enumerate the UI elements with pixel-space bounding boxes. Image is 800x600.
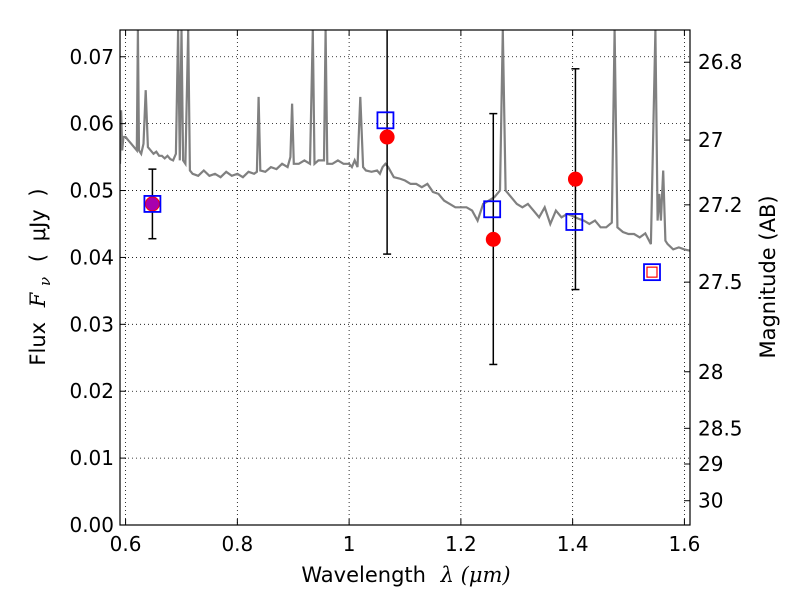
- model-point: [376, 111, 395, 130]
- observed-point: [379, 129, 395, 145]
- error-bars: [148, 30, 580, 366]
- y-tick-label: 0.01: [69, 446, 114, 470]
- y-axis-title: Flux F ν ( μJy ): [26, 188, 55, 365]
- observed-point: [567, 171, 583, 187]
- model-point: [643, 263, 661, 282]
- magnitude-tick-label: 28.5: [698, 416, 743, 440]
- magnitude-tick-label: 28: [698, 360, 723, 384]
- model-points: [143, 111, 661, 282]
- magnitude-tick-label: 29: [698, 452, 723, 476]
- y-tick-label: 0.07: [69, 45, 114, 69]
- x-axis-ticks: 0.6 0.8 1 1.2 1.4 1.6: [110, 30, 701, 556]
- magnitude-axis-title: Magnitude (AB): [756, 195, 780, 358]
- x-axis-title: Wavelength λ (μm): [301, 563, 510, 587]
- x-tick-label: 1.6: [669, 532, 701, 556]
- magnitude-tick-label: 26.8: [698, 50, 743, 74]
- model-point: [483, 200, 502, 219]
- magnitude-tick-label: 27: [698, 128, 723, 152]
- model-point: [143, 195, 162, 213]
- x-tick-label: 0.6: [110, 532, 142, 556]
- observed-point-overlap: [145, 197, 159, 211]
- magnitude-axis-ticks: 26.8 27 27.2 27.5 28 28.5 29 30: [684, 50, 743, 513]
- observed-point: [485, 231, 501, 247]
- magnitude-tick-label: 30: [698, 489, 723, 513]
- y-tick-label: 0.00: [69, 513, 114, 537]
- y-tick-label: 0.06: [69, 112, 114, 136]
- plot-frame: [119, 29, 691, 526]
- y-tick-label: 0.03: [69, 312, 114, 336]
- x-tick-label: 1.2: [445, 532, 477, 556]
- spectrum-series: [120, 30, 690, 252]
- x-tick-label: 1: [343, 532, 356, 556]
- model-point: [565, 213, 584, 231]
- y-tick-label: 0.02: [69, 379, 114, 403]
- y-axis-ticks: 0.00 0.01 0.02 0.03 0.04 0.05 0.06 0.07: [69, 45, 126, 537]
- spectrum-line: [120, 30, 690, 252]
- x-tick-label: 0.8: [221, 532, 253, 556]
- magnitude-tick-label: 27.2: [698, 193, 743, 217]
- grid: [120, 30, 690, 526]
- y-tick-label: 0.04: [69, 245, 114, 269]
- magnitude-tick-label: 27.5: [698, 270, 743, 294]
- x-tick-label: 1.4: [557, 532, 589, 556]
- model-point-inner: [646, 266, 658, 278]
- observed-points: [144, 129, 583, 247]
- y-tick-label: 0.05: [69, 179, 114, 203]
